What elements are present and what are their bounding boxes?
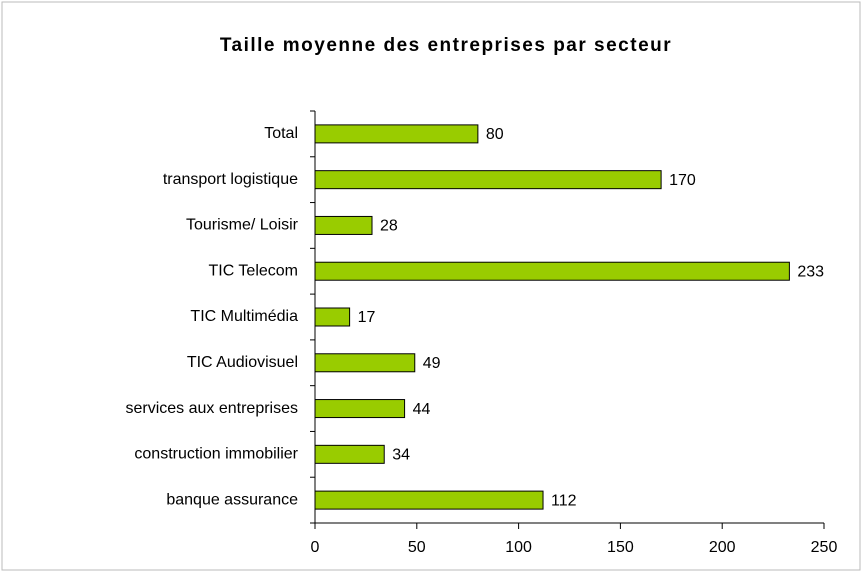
y-tick-label: TIC Audiovisuel <box>187 354 298 371</box>
y-tick-label: TIC Telecom <box>208 262 298 279</box>
value-label: 44 <box>413 401 431 418</box>
value-label: 80 <box>486 126 504 143</box>
value-label: 112 <box>551 492 577 509</box>
bar <box>314 215 373 235</box>
bar <box>314 444 385 464</box>
bar <box>314 399 406 419</box>
value-label: 170 <box>669 172 696 189</box>
x-tick-label: 250 <box>811 539 838 556</box>
value-label: 49 <box>423 355 441 372</box>
y-tick-label: Tourisme/ Loisir <box>186 217 299 234</box>
bar <box>314 353 416 373</box>
bar <box>314 307 351 327</box>
value-label: 17 <box>358 309 376 326</box>
x-tick-label: 100 <box>505 539 532 556</box>
bar <box>314 490 544 510</box>
value-label: 28 <box>380 218 398 235</box>
bar <box>314 261 790 281</box>
value-label: 34 <box>392 447 410 464</box>
bar <box>314 124 479 144</box>
x-tick-label: 200 <box>709 539 736 556</box>
y-tick-label: banque assurance <box>166 491 298 508</box>
x-tick-label: 50 <box>408 539 426 556</box>
chart-title: Taille moyenne des entreprises par secte… <box>220 35 672 56</box>
value-label: 233 <box>797 263 824 280</box>
bar <box>314 170 662 190</box>
y-tick-label: construction immobilier <box>134 446 298 463</box>
y-tick-label: services aux entreprises <box>125 400 298 417</box>
y-tick-label: Total <box>264 125 298 142</box>
y-tick-label: TIC Multimédia <box>190 308 298 325</box>
x-tick-label: 0 <box>311 539 320 556</box>
y-tick-label: transport logistique <box>163 171 298 188</box>
x-tick-label: 150 <box>607 539 634 556</box>
